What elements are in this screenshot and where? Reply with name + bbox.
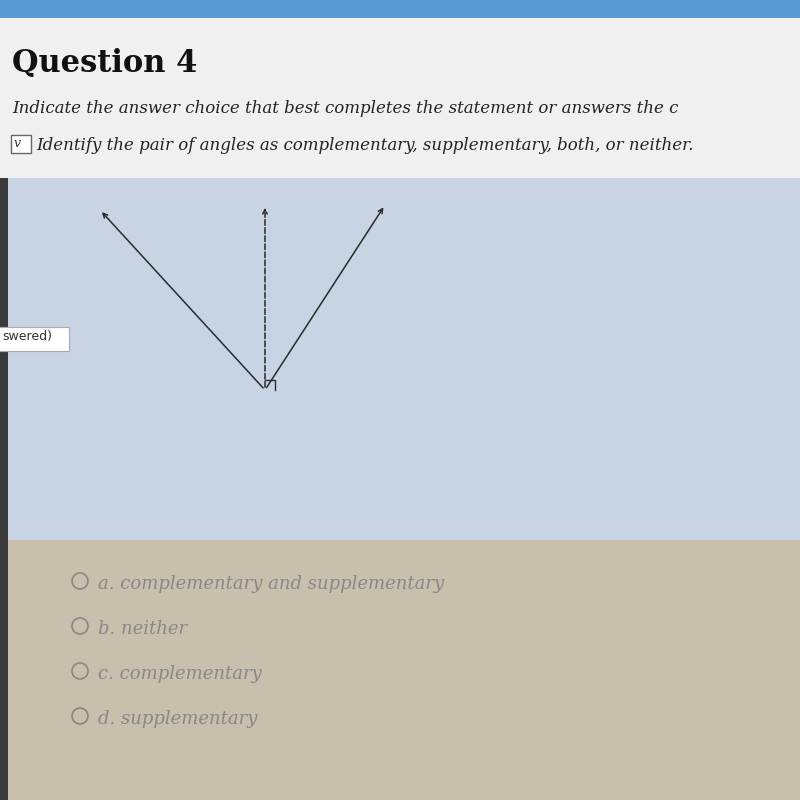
Bar — [0, 0, 800, 18]
Bar — [0, 18, 800, 178]
Text: swered): swered) — [2, 330, 52, 343]
Text: v: v — [14, 137, 21, 150]
Text: Indicate the answer choice that best completes the statement or answers the c: Indicate the answer choice that best com… — [12, 100, 678, 117]
Text: c. complementary: c. complementary — [98, 665, 262, 683]
Bar — [0, 178, 8, 800]
Text: a. complementary and supplementary: a. complementary and supplementary — [98, 575, 444, 593]
Text: b. neither: b. neither — [98, 620, 187, 638]
Bar — [0, 178, 800, 568]
Text: Identify the pair of angles as complementary, supplementary, both, or neither.: Identify the pair of angles as complemen… — [36, 137, 694, 154]
Text: Question 4: Question 4 — [12, 48, 198, 79]
Bar — [0, 540, 800, 800]
FancyBboxPatch shape — [0, 327, 69, 351]
Text: d. supplementary: d. supplementary — [98, 710, 258, 728]
FancyBboxPatch shape — [11, 135, 31, 153]
